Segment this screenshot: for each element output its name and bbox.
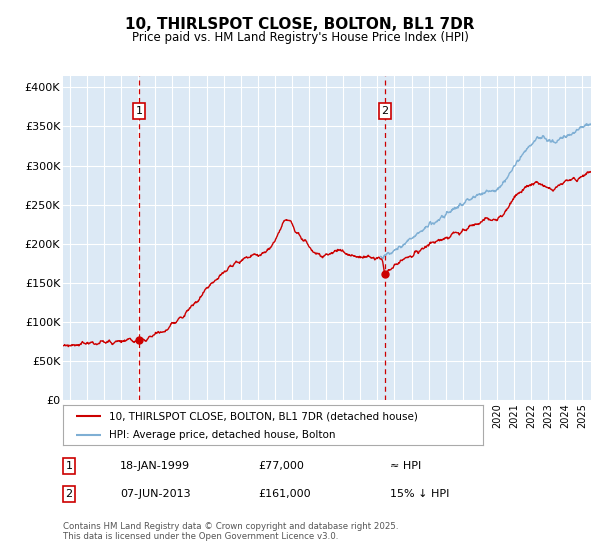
Text: Contains HM Land Registry data © Crown copyright and database right 2025.
This d: Contains HM Land Registry data © Crown c… [63,522,398,542]
Text: £77,000: £77,000 [258,461,304,471]
Text: 2: 2 [65,489,73,499]
Text: 1: 1 [136,106,143,116]
Text: £161,000: £161,000 [258,489,311,499]
Text: 15% ↓ HPI: 15% ↓ HPI [390,489,449,499]
Text: 18-JAN-1999: 18-JAN-1999 [120,461,190,471]
Text: 07-JUN-2013: 07-JUN-2013 [120,489,191,499]
Text: Price paid vs. HM Land Registry's House Price Index (HPI): Price paid vs. HM Land Registry's House … [131,31,469,44]
Text: HPI: Average price, detached house, Bolton: HPI: Average price, detached house, Bolt… [109,430,336,440]
Text: 2: 2 [382,106,388,116]
Text: 10, THIRLSPOT CLOSE, BOLTON, BL1 7DR (detached house): 10, THIRLSPOT CLOSE, BOLTON, BL1 7DR (de… [109,411,418,421]
Text: ≈ HPI: ≈ HPI [390,461,421,471]
Text: 1: 1 [65,461,73,471]
Text: 10, THIRLSPOT CLOSE, BOLTON, BL1 7DR: 10, THIRLSPOT CLOSE, BOLTON, BL1 7DR [125,17,475,32]
